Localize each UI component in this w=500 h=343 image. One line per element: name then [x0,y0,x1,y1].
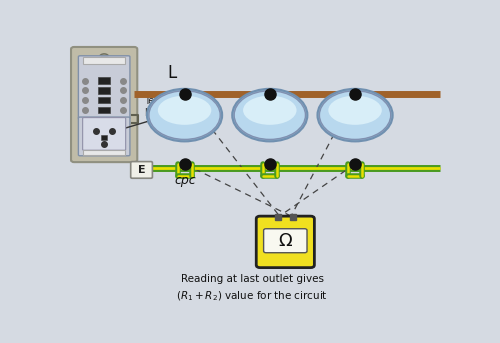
Circle shape [100,149,109,155]
FancyBboxPatch shape [71,47,138,162]
Ellipse shape [147,89,222,141]
FancyBboxPatch shape [264,229,307,253]
FancyBboxPatch shape [84,150,125,155]
FancyBboxPatch shape [78,56,130,119]
Bar [101,135,107,140]
Text: L: L [167,64,176,82]
FancyBboxPatch shape [84,57,125,64]
Ellipse shape [318,89,392,141]
Text: Reading at last outlet gives
$(R_1 + R_2)$ value for the circuit: Reading at last outlet gives $(R_1 + R_2… [176,274,328,303]
Bar [98,97,110,103]
Ellipse shape [158,96,212,125]
FancyBboxPatch shape [130,162,152,178]
Text: Ω: Ω [278,232,292,250]
Circle shape [100,54,109,60]
Ellipse shape [328,96,382,125]
Ellipse shape [149,91,220,139]
Ellipse shape [232,89,308,141]
Ellipse shape [234,91,306,139]
Bar [98,107,110,113]
FancyBboxPatch shape [78,117,130,156]
FancyBboxPatch shape [82,118,126,150]
Text: cpc: cpc [175,174,197,187]
FancyBboxPatch shape [256,216,314,268]
Text: E: E [138,165,145,175]
Ellipse shape [320,91,390,139]
Text: Temporary
link: Temporary link [144,96,196,118]
Ellipse shape [243,96,296,125]
Bar [98,87,110,94]
Bar [98,78,110,84]
